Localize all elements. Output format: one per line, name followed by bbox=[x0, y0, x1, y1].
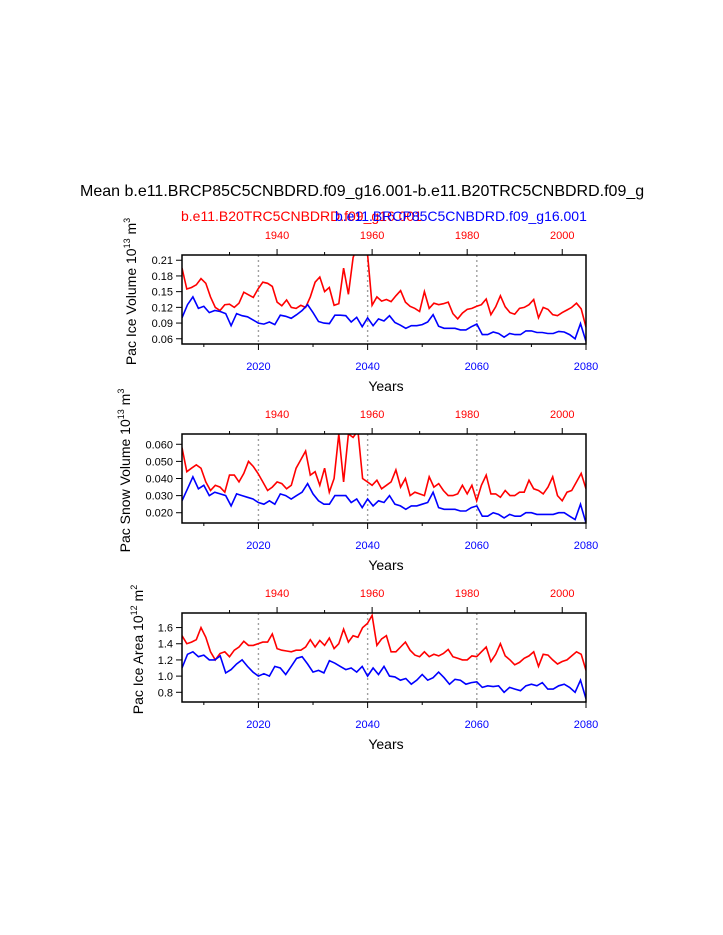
panel-2-y-axis-title: Pac Snow Volume 1013 m3 bbox=[116, 389, 133, 553]
y-axis-text: Pac Ice Volume 10 bbox=[123, 248, 139, 365]
panel-2-y-tick-label-2: 0.040 bbox=[145, 474, 173, 486]
panel-3-y-tick-label-4: 1.6 bbox=[158, 623, 173, 635]
panel-1-y-tick-label-2: 0.12 bbox=[152, 302, 173, 314]
panel-3-bottom-tick-label-0: 2020 bbox=[246, 719, 270, 731]
y-axis-text: Pac Ice Area 10 bbox=[130, 615, 146, 714]
panel-2-bottom-tick-label-2: 2060 bbox=[465, 540, 489, 552]
panel-1-top-tick-label-1: 1960 bbox=[360, 230, 384, 242]
panel-3-frame bbox=[181, 612, 587, 703]
y-axis-text: Pac Snow Volume 10 bbox=[117, 419, 133, 552]
y-axis-text: m bbox=[130, 590, 146, 606]
panel-3-bottom-tick-label-2: 2060 bbox=[465, 719, 489, 731]
panel-3-series-rcp-line bbox=[182, 650, 586, 700]
panel-3-x-axis-title: Years bbox=[368, 736, 403, 752]
panel-3-top-tick-label-2: 1980 bbox=[455, 588, 479, 600]
panel-1-y-tick-label-3: 0.15 bbox=[152, 287, 173, 299]
panel-3-bottom-tick-label-1: 2040 bbox=[355, 719, 379, 731]
panel-1-bottom-tick-label-1: 2040 bbox=[355, 361, 379, 373]
panel-3-top-tick-label-0: 1940 bbox=[265, 588, 289, 600]
y-axis-exponent: 3 bbox=[122, 218, 132, 223]
panel-3-y-tick-label-1: 1.0 bbox=[158, 671, 173, 683]
legend-rcp-label: b.e11.BRCP85C5CNBDRD.f09_g16.001 bbox=[335, 208, 587, 224]
panel-2-top-tick-label-0: 1940 bbox=[265, 409, 289, 421]
y-axis-exponent: 3 bbox=[116, 389, 126, 394]
panel-2-x-axis-title: Years bbox=[368, 557, 403, 573]
panel-3-y-tick-label-0: 0.8 bbox=[158, 687, 173, 699]
panel-2-top-tick-label-2: 1980 bbox=[455, 409, 479, 421]
chart-main-title: Mean b.e11.BRCP85C5CNBDRD.f09_g16.001-b.… bbox=[80, 183, 645, 200]
panel-2-y-tick-label-4: 0.060 bbox=[145, 439, 173, 451]
panel-3-top-tick-label-1: 1960 bbox=[360, 588, 384, 600]
panel-1-top-tick-label-3: 2000 bbox=[550, 230, 574, 242]
panel-1-x-axis-title: Years bbox=[368, 378, 403, 394]
y-axis-exponent: 13 bbox=[122, 238, 132, 248]
y-axis-exponent: 12 bbox=[129, 605, 139, 615]
panel-3-top-tick-label-3: 2000 bbox=[550, 588, 574, 600]
panel-1-y-tick-label-4: 0.18 bbox=[152, 271, 173, 283]
panel-3-series-hist-line bbox=[182, 613, 586, 671]
panel-2-series-hist-line bbox=[182, 434, 586, 504]
panel-2-top-tick-label-3: 2000 bbox=[550, 409, 574, 421]
y-axis-text: m bbox=[117, 394, 133, 410]
panel-1-y-tick-label-5: 0.21 bbox=[152, 255, 173, 267]
panel-2-series-rcp-line bbox=[182, 474, 586, 523]
panel-2-bottom-tick-label-1: 2040 bbox=[355, 540, 379, 552]
panel-2-top-tick-label-1: 1960 bbox=[360, 409, 384, 421]
panel-1-series-hist-line bbox=[182, 255, 586, 328]
legend-hist-label: b.e11.B20TRC5CNBDRD.f09_g16.001 bbox=[181, 208, 422, 224]
panel-2-bottom-tick-label-3: 2080 bbox=[574, 540, 598, 552]
y-axis-text: m bbox=[123, 223, 139, 239]
panel-2-y-tick-label-0: 0.020 bbox=[145, 508, 173, 520]
panel-1-top-tick-label-2: 1980 bbox=[455, 230, 479, 242]
panel-3-bottom-tick-label-3: 2080 bbox=[574, 719, 598, 731]
y-axis-exponent: 13 bbox=[116, 409, 126, 419]
panel-1-series-rcp-line bbox=[182, 295, 586, 342]
panel-3-y-tick-label-3: 1.4 bbox=[158, 639, 173, 651]
panel-1-y-axis-title: Pac Ice Volume 1013 m3 bbox=[122, 218, 139, 365]
panel-3-y-axis-title: Pac Ice Area 1012 m2 bbox=[129, 585, 146, 714]
panel-1-bottom-tick-label-2: 2060 bbox=[465, 361, 489, 373]
panel-2-y-tick-label-3: 0.050 bbox=[145, 456, 173, 468]
panel-2-bottom-tick-label-0: 2020 bbox=[246, 540, 270, 552]
panel-1-y-tick-label-0: 0.06 bbox=[152, 334, 173, 346]
panel-1-frame bbox=[181, 254, 587, 345]
y-axis-exponent: 2 bbox=[129, 585, 139, 590]
panel-2-frame bbox=[181, 433, 587, 524]
panel-1-bottom-tick-label-3: 2080 bbox=[574, 361, 598, 373]
panel-2-y-tick-label-1: 0.030 bbox=[145, 491, 173, 503]
panel-1-y-tick-label-1: 0.09 bbox=[152, 318, 173, 330]
panel-3-y-tick-label-2: 1.2 bbox=[158, 655, 173, 667]
panel-1-top-tick-label-0: 1940 bbox=[265, 230, 289, 242]
panel-1-bottom-tick-label-0: 2020 bbox=[246, 361, 270, 373]
